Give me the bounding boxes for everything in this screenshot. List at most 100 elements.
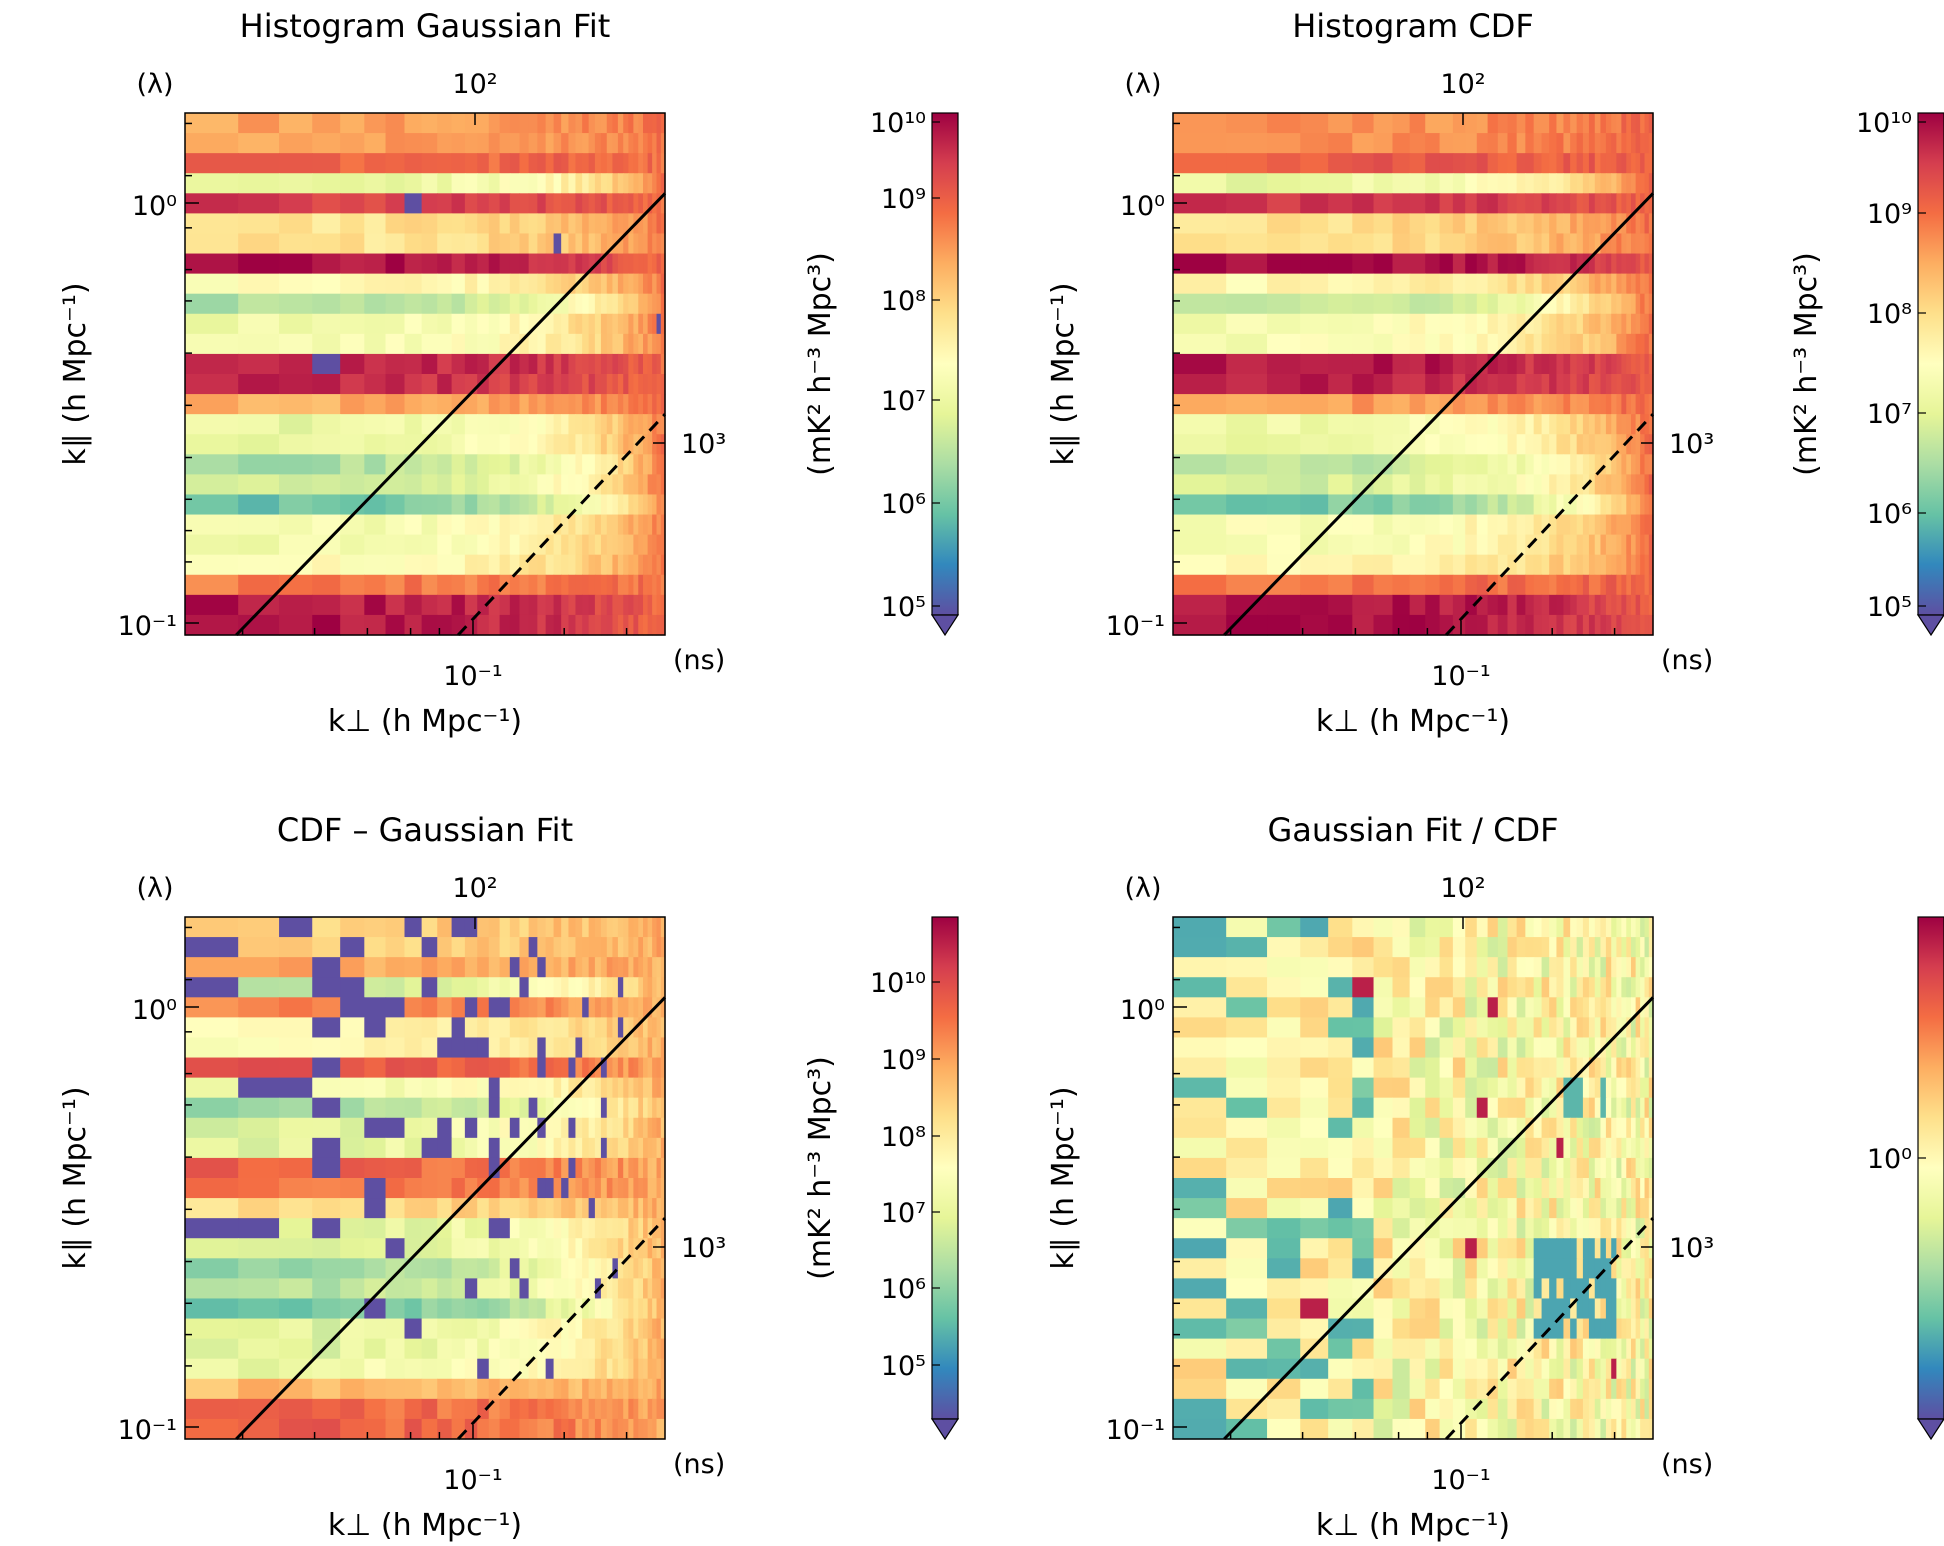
heatmap-cell	[1640, 554, 1646, 576]
heatmap-cell	[1516, 193, 1526, 214]
heatmap-cell	[238, 1117, 280, 1139]
heatmap-cell	[1452, 997, 1466, 1018]
heatmap-cell	[612, 1238, 619, 1259]
heatmap-cell	[499, 273, 511, 295]
heatmap-cell	[1452, 1198, 1466, 1219]
heatmap-cell	[1541, 1298, 1550, 1320]
heatmap-cell	[451, 1298, 466, 1320]
heatmap-cell	[537, 574, 547, 596]
heatmap-cell	[656, 1057, 662, 1079]
heatmap-cell	[1541, 193, 1550, 214]
heatmap-cell	[1644, 1017, 1650, 1039]
heatmap-cell	[1476, 1077, 1489, 1099]
heatmap-cell	[421, 333, 438, 355]
heatmap-cell	[606, 1378, 614, 1400]
heatmap-cell	[1600, 353, 1607, 375]
heatmap-cell	[588, 113, 596, 134]
heatmap-cell	[421, 957, 438, 978]
heatmap-cell	[623, 1378, 629, 1400]
heatmap-cell	[594, 1178, 602, 1199]
heatmap-cell	[1582, 454, 1590, 475]
heatmap-cell	[312, 1117, 341, 1139]
heatmap-cell	[656, 917, 662, 938]
heatmap-cell	[1605, 1298, 1612, 1320]
heatmap-cell	[340, 1238, 365, 1259]
heatmap-cell	[633, 1117, 639, 1139]
heatmap-cell	[340, 213, 365, 235]
heatmap-cell	[312, 153, 341, 174]
heatmap-cell	[1425, 414, 1441, 435]
heatmap-cell	[1556, 494, 1565, 516]
heatmap-cell	[1497, 454, 1509, 475]
heatmap-cell	[279, 917, 313, 938]
heatmap-cell	[1631, 333, 1637, 355]
heatmap-cell	[1600, 1418, 1607, 1440]
heatmap-cell	[1267, 353, 1301, 375]
heatmap-cell	[568, 133, 577, 154]
heatmap-cell	[1563, 614, 1571, 636]
heatmap-cell	[1452, 1378, 1466, 1400]
heatmap-cell	[1487, 957, 1499, 978]
heatmap-cell	[185, 1218, 239, 1239]
heatmap-cell	[1621, 253, 1627, 275]
heatmap-cell	[1640, 1378, 1646, 1400]
heatmap-cell	[1507, 514, 1518, 536]
heatmap-cell	[647, 1157, 653, 1179]
heatmap-cell	[364, 1238, 387, 1259]
heatmap-cell	[1626, 1198, 1632, 1219]
heatmap-cell	[421, 977, 438, 998]
heatmap-cell	[364, 1338, 387, 1360]
heatmap-cell	[594, 1218, 602, 1239]
heatmap-cell	[1300, 977, 1329, 998]
heatmap-cell	[1352, 937, 1375, 958]
heatmap-cell	[421, 233, 438, 255]
heatmap-cell	[633, 937, 639, 958]
heatmap-cell	[1507, 1418, 1518, 1440]
heatmap-cell	[1497, 514, 1509, 536]
heatmap-cell	[519, 534, 530, 556]
heatmap-cell	[561, 313, 570, 335]
heatmap-cell	[1611, 494, 1617, 516]
heatmap-cell	[594, 293, 602, 315]
heatmap-cell	[279, 1378, 313, 1400]
colorbar-tick-label: 10⁵	[881, 1351, 926, 1382]
heatmap-cell	[1487, 333, 1499, 355]
heatmap-cell	[1392, 394, 1411, 415]
heatmap-cell	[612, 394, 619, 415]
heatmap-cell	[1516, 414, 1526, 435]
heatmap-cell	[1576, 434, 1584, 455]
heatmap-cell	[340, 233, 365, 255]
heatmap-cell	[1452, 1137, 1466, 1159]
heatmap-cell	[1588, 594, 1596, 616]
heatmap-cell	[1635, 293, 1641, 315]
heatmap-cell	[1541, 554, 1550, 576]
heatmap-cell	[1392, 1318, 1411, 1340]
heatmap-cell	[1600, 594, 1607, 616]
heatmap-cell	[1549, 977, 1558, 998]
heatmap-cell	[1425, 213, 1441, 235]
heatmap-cell	[1644, 1238, 1650, 1259]
heatmap-cell	[594, 1037, 602, 1059]
heatmap-cell	[238, 937, 280, 958]
heatmap-cell	[588, 233, 596, 255]
heatmap-cell	[1626, 1017, 1632, 1039]
heatmap-cell	[1549, 153, 1558, 174]
heatmap-cell	[1600, 213, 1607, 235]
heatmap-cell	[1497, 1037, 1509, 1059]
heatmap-cell	[582, 374, 590, 395]
heatmap-cell	[1392, 293, 1411, 315]
heatmap-cell	[404, 273, 423, 295]
heatmap-cell	[1556, 353, 1565, 375]
heatmap-cell	[1570, 614, 1578, 636]
heatmap-cell	[1616, 1278, 1622, 1300]
heatmap-cell	[1626, 1418, 1632, 1440]
heatmap-cell	[1541, 113, 1550, 134]
heatmap-cell	[606, 997, 614, 1018]
heatmap-cell	[1352, 594, 1375, 616]
heatmap-cell	[1582, 1398, 1590, 1420]
heatmap-cell	[623, 1157, 629, 1179]
heatmap-cell	[1582, 554, 1590, 576]
heatmap-cell	[638, 514, 644, 536]
heatmap-cell	[582, 1137, 590, 1159]
heatmap-cell	[385, 1338, 406, 1360]
